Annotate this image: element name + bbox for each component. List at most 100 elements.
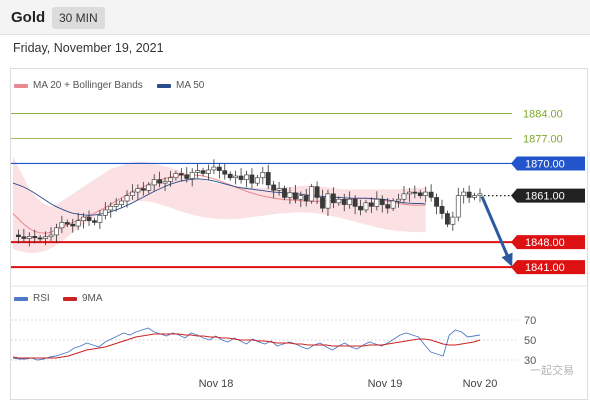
level-label-5: 1841.00 (525, 262, 565, 274)
x-tick-1: Nov 19 (368, 378, 403, 390)
rsi-tick-0: 70 (524, 315, 536, 327)
candle-up (97, 215, 103, 223)
candle-down (32, 236, 38, 239)
date-label: Friday, November 19, 2021 (13, 41, 164, 55)
candle-up (168, 177, 173, 182)
candle-up (173, 173, 179, 179)
candle-down (314, 186, 320, 198)
rsi-series-0 (12, 327, 481, 361)
candle-up (135, 188, 141, 193)
candle-down (341, 198, 347, 205)
candle-down (439, 206, 445, 214)
candle-up (450, 216, 456, 225)
candle-down (434, 197, 439, 207)
candle-down (292, 192, 298, 200)
candle-up (298, 195, 304, 200)
candle-down (466, 191, 472, 198)
candle-up (189, 172, 195, 179)
candle-up (477, 193, 483, 196)
candle-down (445, 213, 450, 225)
watermark: 一起交易 (530, 365, 574, 377)
header-bar: Gold 30 MIN (0, 0, 590, 35)
candle-up (48, 234, 54, 238)
candle-down (271, 184, 277, 191)
candle-up (287, 192, 293, 198)
candle-down (70, 223, 76, 227)
instrument-title: Gold (11, 9, 46, 26)
candle-up (374, 198, 380, 207)
candle-up (309, 186, 315, 202)
candle-down (92, 220, 97, 223)
candle-down (428, 191, 434, 198)
candle-up (260, 172, 266, 179)
candle-up (325, 193, 331, 209)
level-tag-2 (511, 156, 585, 171)
x-tick-0: Nov 18 (199, 378, 234, 390)
legend-swatch-ma50 (157, 84, 171, 88)
candle-up (81, 216, 86, 221)
candle-up (455, 195, 461, 218)
candle-down (238, 175, 244, 180)
candle-down (358, 206, 363, 211)
candle-up (472, 195, 477, 198)
candle-down (412, 191, 418, 194)
candle-down (368, 202, 374, 207)
rsi-series-1 (12, 333, 481, 359)
candle-up (162, 181, 168, 184)
candle-up (396, 198, 401, 202)
legend-swatch-ma20 (14, 84, 28, 88)
candle-up (461, 191, 467, 196)
candle-down (282, 188, 287, 198)
legend-label-9ma: 9MA (82, 293, 103, 304)
candle-down (385, 204, 391, 209)
candle-up (195, 170, 201, 173)
candle-up (390, 200, 396, 209)
projection-arrow-shaft (480, 196, 513, 265)
candle-up (54, 227, 59, 236)
candle-up (401, 193, 407, 200)
candle-up (119, 200, 125, 205)
candle-down (303, 195, 309, 202)
candle-up (407, 191, 412, 195)
candle-down (222, 170, 228, 175)
candle-up (244, 174, 249, 180)
candle-down (178, 173, 184, 176)
legend-swatch-9ma (63, 297, 77, 301)
candle-up (347, 198, 353, 205)
candle-up (75, 220, 81, 227)
timeframe-badge[interactable]: 30 MIN (52, 7, 105, 29)
candle-down (200, 170, 206, 174)
candle-up (124, 195, 130, 202)
level-label-1: 1877.00 (523, 133, 563, 145)
ma50-line (12, 178, 426, 216)
candle-down (330, 193, 336, 204)
level-label-4: 1848.00 (525, 237, 565, 249)
candle-down (379, 198, 385, 205)
candle-up (59, 222, 65, 229)
candle-down (320, 197, 325, 209)
candle-down (417, 192, 423, 196)
bollinger-band (13, 156, 426, 253)
candle-down (265, 172, 271, 186)
rsi-tick-2: 30 (524, 355, 536, 367)
candle-up (146, 184, 152, 191)
level-tag-3 (511, 188, 585, 203)
legend-label-rsi: RSI (33, 293, 50, 304)
candle-down (140, 188, 146, 191)
candle-up (113, 204, 119, 207)
candle-up (206, 169, 211, 174)
candle-down (157, 179, 163, 184)
candle-down (227, 173, 233, 179)
candle-up (363, 202, 369, 211)
legend-label-ma50: MA 50 (176, 80, 205, 91)
candle-down (16, 234, 21, 238)
candle-up (254, 177, 260, 184)
level-tag-4 (511, 235, 585, 250)
level-label-2: 1870.00 (525, 158, 565, 170)
level-tag-5 (511, 260, 585, 275)
legend-label-ma20: MA 20 + Bollinger Bands (33, 80, 143, 91)
legend-swatch-rsi (14, 297, 28, 301)
candle-down (37, 237, 43, 240)
rsi-tick-1: 50 (524, 335, 536, 347)
